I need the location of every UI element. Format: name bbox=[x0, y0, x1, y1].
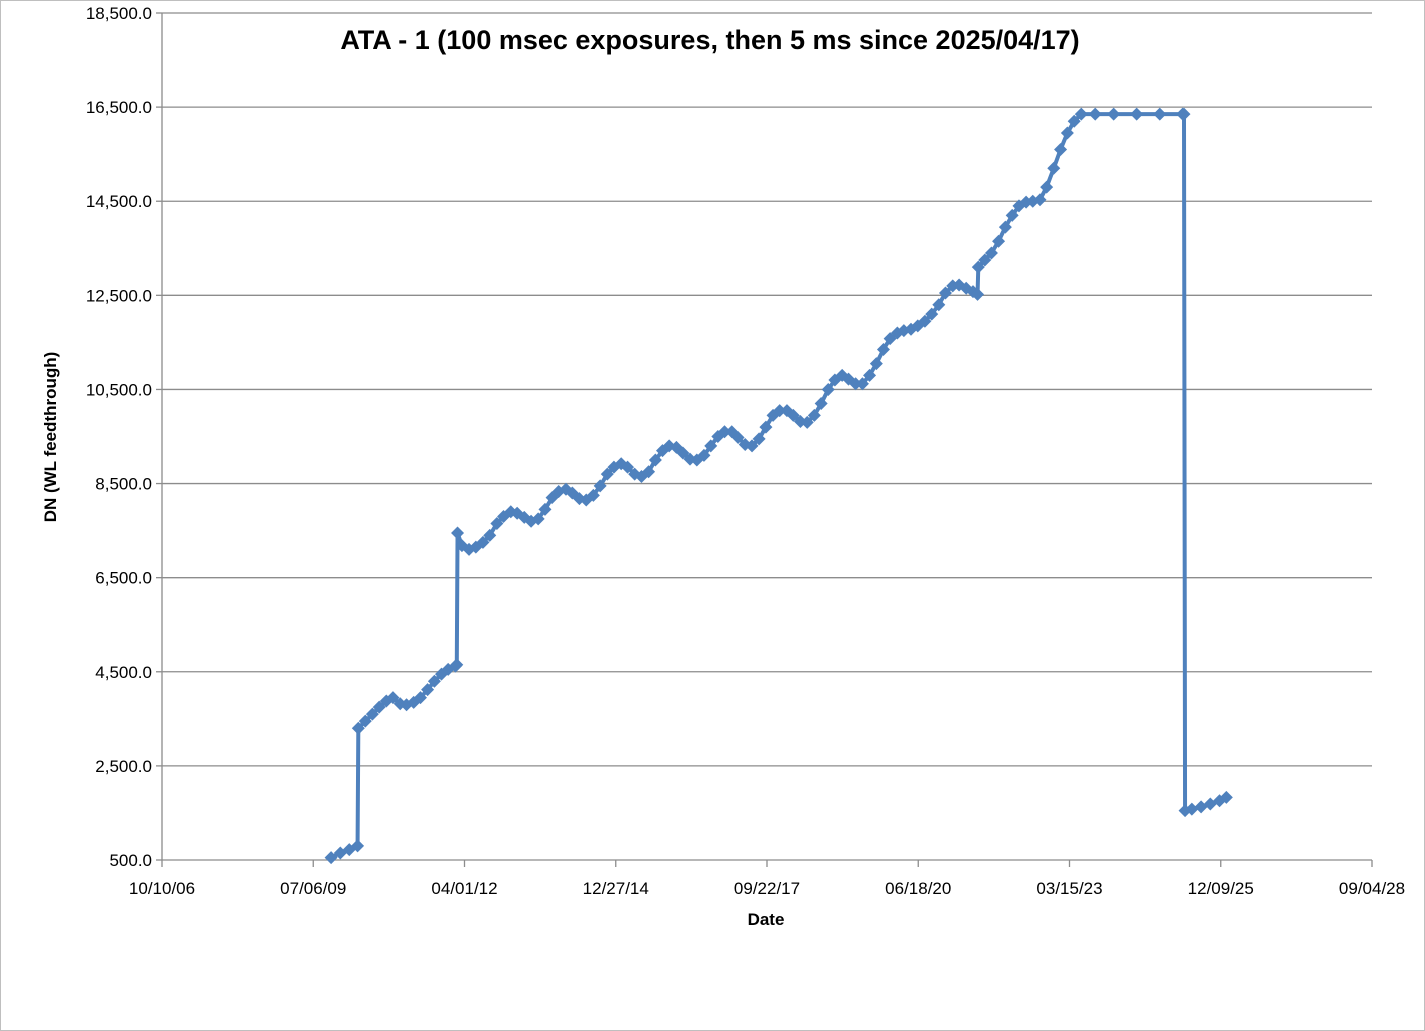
data-point bbox=[978, 253, 992, 267]
data-point bbox=[421, 683, 435, 697]
y-tick-label: 6,500.0 bbox=[95, 569, 152, 588]
data-point bbox=[483, 528, 497, 542]
x-tick-label: 07/06/09 bbox=[280, 879, 346, 898]
data-point bbox=[1177, 107, 1191, 121]
data-point bbox=[586, 488, 600, 502]
gridlines bbox=[162, 12, 1372, 767]
axes bbox=[156, 12, 1373, 867]
data-point bbox=[490, 517, 504, 531]
data-point bbox=[358, 714, 372, 728]
data-point bbox=[642, 465, 656, 479]
data-point bbox=[1067, 114, 1081, 128]
data-point bbox=[704, 439, 718, 453]
data-point bbox=[814, 397, 828, 411]
data-point bbox=[1054, 142, 1068, 156]
data-point bbox=[938, 286, 952, 300]
data-point bbox=[925, 307, 939, 321]
data-point bbox=[876, 342, 890, 356]
y-tick-label: 2,500.0 bbox=[95, 757, 152, 776]
data-point bbox=[1047, 161, 1061, 175]
data-point bbox=[324, 851, 338, 865]
data-point bbox=[1033, 193, 1047, 207]
data-point bbox=[351, 839, 365, 853]
y-tick-label: 14,500.0 bbox=[86, 192, 152, 211]
y-tick-label: 500.0 bbox=[109, 851, 152, 870]
data-point bbox=[717, 425, 731, 439]
x-tick-label: 10/10/06 bbox=[129, 879, 195, 898]
data-point bbox=[984, 246, 998, 260]
data-point bbox=[759, 420, 773, 434]
x-tick-label: 09/22/17 bbox=[734, 879, 800, 898]
y-tick-label: 8,500.0 bbox=[95, 475, 152, 494]
x-tick-label: 04/01/12 bbox=[431, 879, 497, 898]
data-point bbox=[372, 700, 386, 714]
data-point bbox=[621, 460, 635, 474]
x-tick-label: 03/15/23 bbox=[1036, 879, 1102, 898]
data-point bbox=[648, 453, 662, 467]
x-tick-label: 06/18/20 bbox=[885, 879, 951, 898]
series bbox=[324, 107, 1233, 865]
data-point bbox=[386, 691, 400, 705]
y-axis-label: DN (WL feedthrough) bbox=[41, 352, 60, 523]
series-line bbox=[330, 112, 1228, 860]
data-point bbox=[855, 377, 869, 391]
data-point bbox=[476, 535, 490, 549]
data-point bbox=[600, 467, 614, 481]
data-point bbox=[593, 479, 607, 493]
data-point bbox=[538, 502, 552, 516]
data-point bbox=[807, 408, 821, 422]
data-point bbox=[1005, 208, 1019, 222]
data-point bbox=[849, 377, 863, 391]
data-point bbox=[697, 448, 711, 462]
data-point bbox=[351, 721, 365, 735]
data-point bbox=[731, 430, 745, 444]
data-point bbox=[752, 432, 766, 446]
data-point bbox=[821, 382, 835, 396]
data-point bbox=[800, 415, 814, 429]
data-point bbox=[863, 368, 877, 382]
data-point bbox=[1153, 107, 1167, 121]
data-point bbox=[1185, 802, 1199, 816]
data-point bbox=[745, 439, 759, 453]
y-tick-label: 12,500.0 bbox=[86, 286, 152, 305]
data-point bbox=[971, 260, 985, 274]
y-tick-label: 16,500.0 bbox=[86, 98, 152, 117]
data-point bbox=[531, 512, 545, 526]
data-point bbox=[869, 357, 883, 371]
data-point bbox=[1219, 790, 1233, 804]
y-tick-labels: 500.0 2,500.0 4,500.0 6,500.0 8,500.0 10,500.… bbox=[86, 4, 152, 870]
data-point bbox=[1130, 107, 1144, 121]
data-point bbox=[1074, 107, 1088, 121]
data-point bbox=[998, 220, 1012, 234]
data-point bbox=[918, 314, 932, 328]
data-point bbox=[1088, 107, 1102, 121]
data-point bbox=[773, 404, 787, 418]
data-point bbox=[932, 298, 946, 312]
data-point bbox=[1040, 180, 1054, 194]
y-tick-label: 18,500.0 bbox=[86, 4, 152, 23]
data-point bbox=[450, 658, 464, 672]
data-point bbox=[676, 446, 690, 460]
y-tick-label: 4,500.0 bbox=[95, 663, 152, 682]
x-tick-label: 12/09/25 bbox=[1188, 879, 1254, 898]
data-point bbox=[992, 234, 1006, 248]
data-point bbox=[971, 287, 985, 301]
y-tick-label: 10,500.0 bbox=[86, 380, 152, 399]
data-point bbox=[413, 691, 427, 705]
data-point bbox=[1012, 199, 1026, 213]
data-point bbox=[365, 707, 379, 721]
data-point bbox=[786, 408, 800, 422]
data-point bbox=[427, 674, 441, 688]
x-tick-labels: 10/10/06 07/06/09 04/01/12 12/27/14 09/22/17… bbox=[129, 879, 1405, 898]
x-axis-label: Date bbox=[748, 910, 785, 929]
data-point bbox=[1060, 126, 1074, 140]
chart-title: ATA - 1 (100 msec exposures, then 5 ms s… bbox=[340, 25, 1079, 55]
data-point bbox=[451, 526, 465, 540]
x-tick-label: 09/04/28 bbox=[1339, 879, 1405, 898]
x-tick-label: 12/27/14 bbox=[583, 879, 649, 898]
data-point bbox=[1107, 107, 1121, 121]
